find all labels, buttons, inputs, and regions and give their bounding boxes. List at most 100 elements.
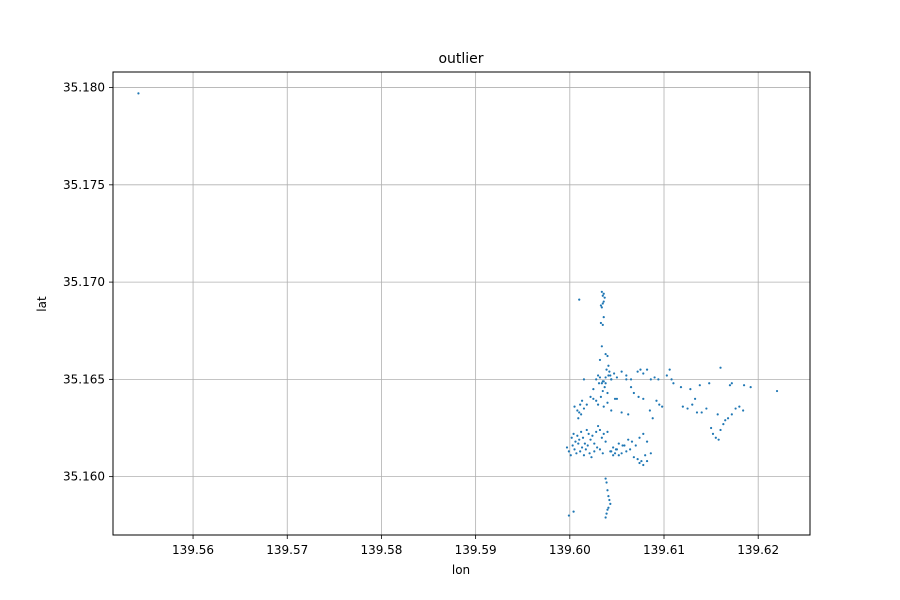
data-point [573,405,576,408]
x-tick-label: 139.60 [549,543,591,557]
data-point [610,450,613,453]
data-point [730,413,733,416]
data-point [580,430,583,433]
data-point [640,459,643,463]
data-point [601,294,604,297]
data-point [596,403,600,406]
data-point [580,413,583,416]
data-point [645,440,649,443]
data-point [601,380,604,383]
data-point [670,378,673,381]
data-point [595,430,598,433]
y-axis-label: lat [35,296,49,312]
data-point [642,463,645,467]
data-point [604,440,607,443]
data-point [600,345,603,348]
data-point [604,352,607,356]
data-point [714,436,717,439]
data-point [585,403,588,406]
data-point [598,376,602,379]
data-point [620,452,623,455]
data-point [578,438,581,441]
data-point [567,514,570,517]
data-point [717,438,720,441]
data-point [576,434,579,437]
data-point [574,440,577,443]
data-point [645,368,649,371]
data-point [599,395,603,398]
data-point [642,432,645,435]
data-point [710,426,713,430]
data-point [695,411,699,414]
data-point [598,358,602,362]
data-point [726,417,730,420]
data-point [645,459,649,463]
data-point [657,378,660,381]
data-point [595,399,598,402]
data-point [617,442,620,445]
data-point [573,448,576,451]
data-point [584,448,587,451]
data-point [582,407,586,410]
data-point [604,376,607,379]
data-point [628,448,632,451]
data-point [601,323,604,326]
data-point [595,378,598,381]
data-point [586,444,589,447]
data-point [572,432,575,435]
data-point [625,378,628,381]
data-point [565,446,569,449]
data-point [629,386,633,389]
data-point [700,411,703,414]
data-point [634,444,637,447]
data-point [596,424,600,428]
data-point [639,368,642,371]
data-point [600,306,603,309]
data-point [583,442,586,445]
data-point [602,300,605,303]
data-point [578,298,581,301]
data-point [599,304,603,307]
data-point [569,454,572,457]
data-point [600,382,603,385]
data-point [655,399,658,402]
data-point [604,516,607,519]
data-point [730,382,733,385]
data-point [711,432,715,435]
data-point [567,450,570,453]
data-point [621,444,624,447]
data-point [604,382,607,385]
x-axis-ticks: 139.56 139.57 139.58 139.59 139.60 139.61 139.… [172,535,779,557]
data-point [636,458,639,461]
data-point [593,450,596,453]
data-point [742,384,746,387]
data-point [661,405,664,408]
data-point [615,397,619,400]
data-point [596,374,600,377]
data-point [576,409,579,412]
data-point [679,386,683,389]
data-point [137,92,140,95]
data-point [719,428,722,432]
data-point [672,382,675,385]
data-point [585,428,588,432]
data-point [627,413,630,416]
data-point [665,374,668,377]
data-point [742,409,745,412]
data-point [691,403,694,406]
data-point [642,372,645,375]
data-point [606,354,609,358]
data-point [589,395,592,398]
data-point [625,450,628,453]
data-point [570,436,573,439]
data-point [686,407,689,410]
data-point [600,436,603,439]
data-point [599,321,603,325]
x-axis-label: lon [452,563,470,577]
data-point [606,508,609,511]
x-tick-label: 139.56 [172,543,214,557]
data-point [605,481,608,484]
y-axis-ticks: 35.160 35.165 35.170 35.175 35.180 [63,81,113,484]
data-point [610,409,613,412]
plot-frame [112,71,811,536]
